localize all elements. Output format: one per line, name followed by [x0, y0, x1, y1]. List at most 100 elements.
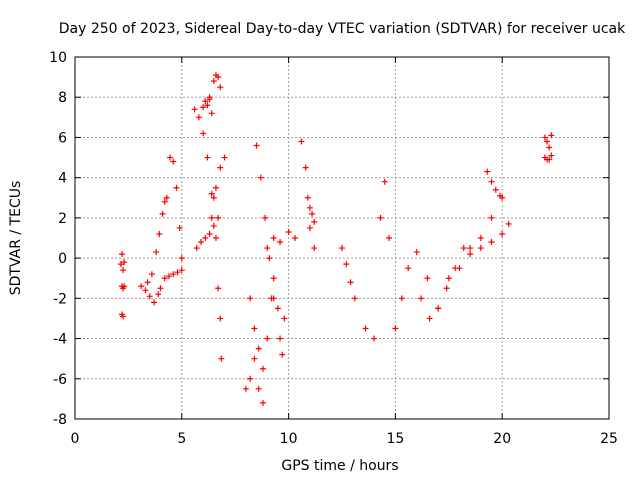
data-point — [253, 142, 260, 149]
data-point — [541, 134, 548, 141]
data-point — [120, 313, 127, 320]
data-point — [311, 245, 318, 252]
data-point — [170, 158, 177, 165]
x-tick-label: 10 — [280, 431, 298, 447]
sat-track-n — [247, 295, 275, 372]
data-point — [163, 194, 170, 201]
data-point — [392, 325, 399, 332]
y-tick-label: 6 — [58, 130, 67, 146]
data-point — [212, 235, 219, 241]
data-point — [178, 267, 185, 274]
data-point — [212, 184, 219, 191]
y-tick-label: 2 — [58, 211, 67, 227]
data-point — [151, 299, 158, 306]
data-point — [311, 218, 318, 225]
plot-frame — [74, 56, 610, 420]
data-point — [153, 249, 160, 256]
sat-track-i — [200, 96, 215, 117]
sat-track-q — [264, 228, 299, 252]
data-point — [499, 230, 506, 237]
data-point — [304, 194, 311, 201]
sat-track-a — [117, 251, 128, 320]
y-tick-label: 4 — [58, 171, 67, 187]
y-tick-label: 0 — [58, 251, 67, 267]
sat-track-aa — [541, 132, 555, 151]
data-point — [255, 385, 262, 392]
data-point — [467, 245, 474, 252]
data-point — [178, 255, 185, 262]
data-point — [167, 154, 174, 161]
sat-track-e — [161, 267, 185, 282]
data-point — [121, 259, 128, 266]
x-axis-label: GPS time / hours — [281, 458, 398, 474]
data-point — [270, 275, 277, 282]
y-axis-label: SDTVAR / TECUs — [8, 181, 24, 296]
sat-track-v — [392, 249, 442, 332]
data-point — [488, 214, 495, 221]
data-point — [221, 154, 228, 161]
data-point — [157, 285, 164, 292]
sat-track-y — [484, 168, 504, 199]
data-point — [492, 186, 499, 193]
data-point — [277, 239, 284, 246]
data-point — [362, 325, 369, 332]
data-point — [371, 335, 378, 342]
sat-track-x — [445, 194, 506, 282]
data-point — [548, 152, 555, 159]
data-point — [208, 214, 215, 221]
data-point — [193, 245, 200, 252]
data-point — [544, 138, 551, 145]
sat-track-g — [191, 106, 215, 197]
y-tick-label: -6 — [53, 372, 67, 388]
y-tick-label: -2 — [53, 291, 67, 307]
data-point — [161, 275, 168, 282]
data-point — [251, 355, 258, 362]
data-point — [195, 114, 202, 121]
data-point — [202, 235, 209, 241]
data-point — [242, 385, 249, 392]
data-point — [191, 106, 198, 113]
data-point — [165, 273, 172, 280]
sat-track-m — [242, 355, 266, 406]
data-point — [217, 315, 224, 322]
data-point — [210, 222, 217, 229]
chart-title: Day 250 of 2023, Sidereal Day-to-day VTE… — [59, 21, 626, 37]
data-point — [546, 144, 553, 151]
sat-track-k — [210, 194, 225, 362]
data-point — [381, 178, 388, 185]
data-point — [247, 295, 254, 302]
data-point — [488, 239, 495, 246]
x-tick-label: 20 — [493, 431, 511, 447]
x-tick-label: 25 — [600, 431, 618, 447]
sat-track-o — [253, 142, 277, 302]
data-point — [206, 230, 213, 237]
y-tick-label: -8 — [53, 412, 67, 428]
data-point — [435, 305, 442, 312]
sat-track-c — [138, 283, 164, 306]
data-point — [217, 164, 224, 171]
data-point — [505, 220, 512, 227]
data-point — [259, 365, 266, 372]
data-point — [264, 245, 271, 252]
data-point — [262, 214, 269, 221]
data-point — [208, 190, 215, 197]
sat-track-b — [118, 283, 128, 292]
sat-track-h — [193, 214, 222, 252]
data-point — [467, 251, 474, 258]
data-point — [413, 249, 420, 256]
data-point — [120, 267, 127, 274]
data-point — [118, 251, 125, 258]
data-point — [142, 287, 149, 294]
data-point — [210, 194, 217, 201]
data-point — [302, 164, 309, 171]
data-point — [217, 84, 224, 91]
data-point — [251, 325, 258, 332]
data-point — [488, 178, 495, 185]
data-point — [215, 214, 222, 221]
axis-ticks: 0 5 10 15 20 25 -8 -6 -4 -2 0 2 4 6 8 10 — [49, 50, 618, 447]
sat-track-z — [467, 220, 512, 258]
data-point — [418, 295, 425, 302]
data-point — [477, 235, 484, 241]
data-point — [146, 293, 153, 300]
y-tick-label: 10 — [49, 50, 67, 66]
